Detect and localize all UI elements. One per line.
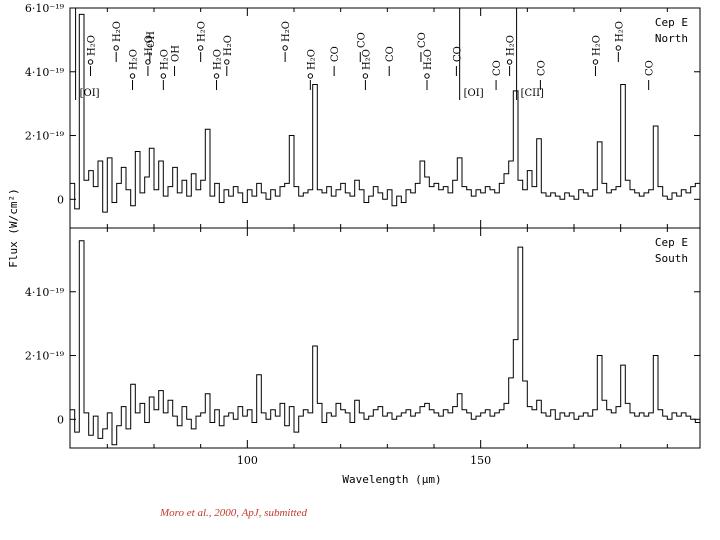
line-id-label: H₂O — [159, 49, 170, 70]
spectrum-series-top — [70, 13, 700, 213]
y-tick-label: 4·10⁻¹⁹ — [25, 286, 65, 299]
line-id-marker — [87, 59, 94, 65]
y-axis-title: Flux (W/cm²) — [7, 188, 20, 267]
line-id-label: H₂O — [144, 35, 155, 56]
panel-label: South — [655, 252, 688, 265]
line-id-label: CO — [417, 32, 428, 48]
y-tick-label: 0 — [57, 413, 64, 426]
panel-label: Cep E — [655, 16, 688, 29]
line-id-label: H₂O — [87, 35, 98, 56]
line-id-marker — [506, 59, 513, 65]
line-id-label: H₂O — [423, 49, 434, 70]
y-tick-label: 6·10⁻¹⁹ — [25, 2, 65, 15]
line-id-marker — [129, 73, 136, 79]
plot-frame-top — [69, 7, 701, 229]
y-tick-label: 2·10⁻¹⁹ — [25, 350, 65, 363]
line-id-label: CO — [645, 60, 656, 76]
line-id-marker — [224, 59, 230, 65]
line-id-label: CO — [385, 46, 396, 62]
line-id-label: CO — [452, 46, 463, 62]
y-tick-label: 4·10⁻¹⁹ — [25, 66, 65, 79]
y-tick-label: 0 — [57, 193, 64, 206]
line-id-marker — [213, 73, 220, 79]
x-axis-title: Wavelength (μm) — [342, 473, 441, 486]
line-id-label: H₂O — [197, 21, 208, 42]
x-tick-label: 100 — [237, 454, 258, 467]
line-id-label: H₂O — [506, 35, 517, 56]
line-id-marker — [615, 45, 622, 51]
line-id-label: H₂O — [306, 49, 317, 70]
line-id-marker — [424, 73, 430, 79]
line-id-label: OH — [171, 45, 182, 62]
panel-label: Cep E — [655, 236, 688, 249]
line-id-label: H₂O — [591, 35, 602, 56]
line-id-label: CO — [330, 46, 341, 62]
line-id-label: [OI] — [464, 88, 484, 99]
line-id-label: H₂O — [112, 21, 123, 42]
line-id-marker — [362, 73, 369, 79]
line-id-label: H₂O — [129, 49, 140, 70]
panel-label: North — [655, 32, 688, 45]
line-id-label: CO — [492, 60, 503, 76]
line-id-marker — [197, 45, 204, 51]
line-id-label: OH — [146, 31, 157, 48]
line-id-marker — [307, 73, 314, 79]
line-id-label: CO — [536, 60, 547, 76]
line-id-label: H₂O — [361, 49, 372, 70]
line-id-label: CO — [356, 32, 367, 48]
line-id-label: H₂O — [223, 35, 234, 56]
line-id-label: H₂O — [281, 21, 292, 42]
line-id-marker — [592, 59, 599, 65]
spectrum-series-bottom — [70, 240, 700, 446]
y-tick-label: 2·10⁻¹⁹ — [25, 130, 65, 143]
x-tick-label: 150 — [470, 454, 491, 467]
line-id-marker — [160, 73, 167, 79]
line-id-marker — [113, 45, 119, 51]
plot-frame-bottom — [69, 227, 701, 449]
line-id-label: [CII] — [521, 88, 544, 99]
line-id-label: H₂O — [213, 49, 224, 70]
line-id-label: H₂O — [614, 21, 625, 42]
citation-text: Moro et al., 2000, ApJ, submitted — [160, 507, 307, 519]
line-id-label: [OI] — [80, 88, 100, 99]
line-id-marker — [282, 45, 288, 51]
